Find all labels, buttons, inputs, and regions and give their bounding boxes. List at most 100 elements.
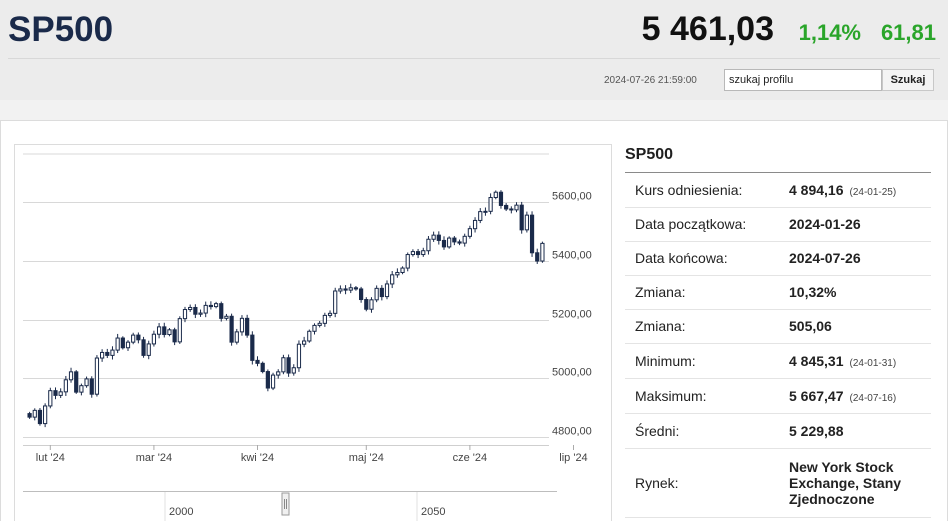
candle-down xyxy=(105,351,110,356)
info-value-date: (24-01-25) xyxy=(849,186,897,198)
candle-up xyxy=(472,219,478,230)
info-row: Zmiana: 10,32% xyxy=(625,275,931,310)
candle-down xyxy=(286,357,291,374)
candle-down xyxy=(53,390,58,396)
candle-up xyxy=(291,367,296,374)
candle-up xyxy=(405,254,410,269)
change-absolute: 61,81 xyxy=(880,20,936,45)
candle-up xyxy=(540,242,545,262)
candle-down xyxy=(260,362,265,373)
candle-up xyxy=(177,318,182,343)
info-value-text: 2024-07-26 xyxy=(789,250,861,266)
info-row-label: Data początkowa: xyxy=(625,207,779,242)
candle-down xyxy=(208,304,213,308)
info-row: Średni: 5 229,88 xyxy=(625,413,931,449)
candle-down xyxy=(519,204,524,231)
candle-up xyxy=(32,409,37,418)
info-value-text: 5 667,47 xyxy=(789,387,844,404)
info-row: Zmiana: 505,06 xyxy=(625,309,931,344)
navigator-tick-label: 2000 xyxy=(169,506,193,518)
info-row-value: 505,06 xyxy=(779,309,931,344)
info-row-label: Maksimum: xyxy=(625,378,779,414)
x-tick-label: kwi '24 xyxy=(241,452,274,464)
quote-header: SP500 5 461,03 1,14% 61,81 2024-07-26 21… xyxy=(0,0,948,100)
y-tick-label: 5200,00 xyxy=(552,309,592,321)
candle-up xyxy=(462,235,467,244)
candle-up xyxy=(167,329,172,336)
info-row: Kurs odniesienia: 4 894,16 (24-01-25) xyxy=(625,173,931,208)
x-tick-label: lut '24 xyxy=(36,452,65,464)
candle-up xyxy=(48,390,53,407)
info-row-label: Zmiana: xyxy=(625,309,779,344)
candle-up xyxy=(213,303,219,308)
info-row-value: 2024-01-26 xyxy=(779,207,931,242)
candle-up xyxy=(307,330,312,342)
candle-up xyxy=(58,391,63,396)
y-tick-label: 5000,00 xyxy=(552,367,592,379)
candle-down xyxy=(255,359,260,364)
candle-down xyxy=(265,371,270,389)
candle-up xyxy=(156,326,162,335)
candle-down xyxy=(343,288,348,291)
candle-up xyxy=(467,228,472,237)
candle-up xyxy=(395,271,400,276)
change-percent: 1,14% xyxy=(798,20,861,45)
candle-up xyxy=(431,234,436,240)
info-title: SP500 xyxy=(625,146,674,163)
candle-down xyxy=(162,326,167,336)
candle-down xyxy=(509,208,514,211)
candle-up xyxy=(63,379,68,393)
candle-up xyxy=(203,304,208,314)
info-value-date: (24-07-16) xyxy=(849,392,897,404)
quote-timestamp: 2024-07-26 21:59:00 xyxy=(604,75,697,86)
candle-down xyxy=(141,339,146,356)
candle-up xyxy=(312,324,317,332)
candle-down xyxy=(89,378,94,395)
candle-up xyxy=(146,343,151,356)
candle-up xyxy=(410,251,416,256)
info-row-label: Zmiana: xyxy=(625,275,779,310)
candle-down xyxy=(359,288,364,301)
candle-down xyxy=(498,191,504,206)
candle-up xyxy=(369,299,374,310)
candle-down xyxy=(27,413,32,418)
info-row: Data końcowa: 2024-07-26 xyxy=(625,241,931,276)
info-row-value: 10,32% xyxy=(779,275,931,310)
chart-svg: 5600,00 5400,00 5200,00 5000,00 4800,00 lut '… xyxy=(23,153,592,521)
candle-up xyxy=(317,322,322,326)
x-tick-label: cze '24 xyxy=(453,452,488,464)
candle-up xyxy=(281,357,286,373)
candle-down xyxy=(219,303,224,319)
navigator-handle xyxy=(281,492,290,516)
symbol-title: SP500 xyxy=(8,10,114,49)
search-button[interactable]: Szukaj xyxy=(882,69,934,91)
candle-up xyxy=(125,341,131,349)
info-row-label: Rynek: xyxy=(625,448,779,518)
info-row: Rynek: New York Stock Exchange, Stany Zje… xyxy=(625,448,931,518)
info-row: Minimum: 4 845,31 (24-01-31) xyxy=(625,343,931,379)
candle-up xyxy=(524,214,529,231)
candle-down xyxy=(379,287,384,298)
candle-down xyxy=(436,234,441,241)
x-tick-label: maj '24 xyxy=(349,452,384,464)
price-chart[interactable]: 5600,00 5400,00 5200,00 5000,00 4800,00 lut '… xyxy=(14,144,612,521)
info-row-label: Minimum: xyxy=(625,343,779,379)
navigator-tick-label: 2050 xyxy=(421,506,445,518)
candle-up xyxy=(400,267,405,273)
candle-up xyxy=(84,378,89,387)
candle-up xyxy=(488,197,493,212)
info-row-value: 2024-07-26 xyxy=(779,241,931,276)
candle-up xyxy=(270,374,276,389)
info-value-text: New York Stock Exchange, Stany Zjednoczo… xyxy=(789,458,902,507)
candle-up xyxy=(447,237,452,248)
candle-up xyxy=(374,287,379,301)
candle-down xyxy=(353,287,359,290)
x-tick-label: lip '24 xyxy=(559,452,587,464)
info-value-text: 4 894,16 xyxy=(789,181,844,198)
info-row-value: 4 845,31 (24-01-31) xyxy=(779,343,931,379)
candle-up xyxy=(188,306,193,311)
info-value-text: 505,06 xyxy=(789,318,832,334)
candle-up xyxy=(182,309,188,320)
profile-search-input[interactable] xyxy=(724,69,882,91)
info-row: Maksimum: 5 667,47 (24-07-16) xyxy=(625,378,931,414)
